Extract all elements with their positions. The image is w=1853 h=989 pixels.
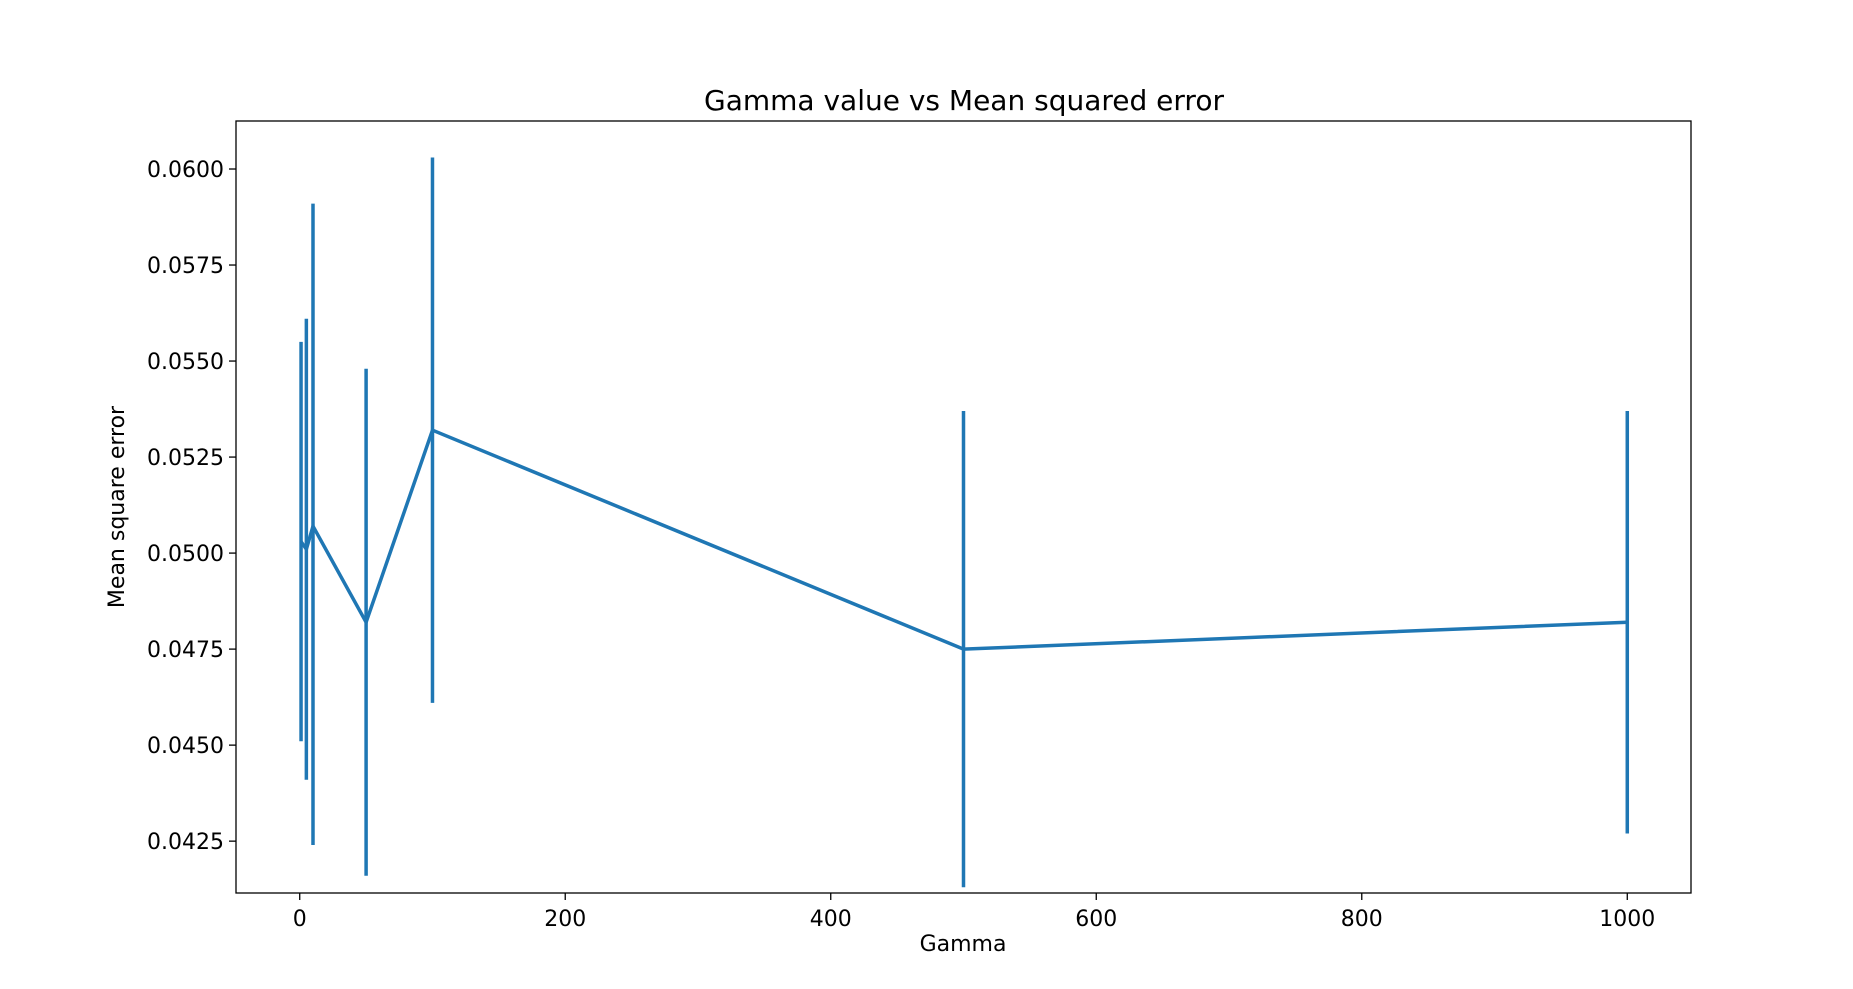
- x-tick-label: 1000: [1599, 907, 1655, 932]
- x-tick-label: 600: [1075, 907, 1117, 932]
- x-axis-title: Gamma: [920, 932, 1007, 957]
- x-axis: 0 200 400 600 800 1000: [293, 893, 1655, 932]
- y-tick-label: 0.0450: [147, 734, 224, 759]
- plot-area: [299, 157, 1630, 888]
- y-tick-label: 0.0575: [147, 254, 224, 279]
- y-tick-label: 0.0500: [147, 542, 224, 567]
- x-tick-label: 400: [810, 907, 852, 932]
- chart-title: Gamma value vs Mean squared error: [704, 84, 1224, 117]
- y-tick-label: 0.0475: [147, 638, 224, 663]
- y-axis: 0.0425 0.0450 0.0475 0.0500 0.0525 0.0550 0.05…: [147, 158, 236, 855]
- y-tick-label: 0.0525: [147, 446, 224, 471]
- plot-frame: [235, 120, 1692, 894]
- y-tick-label: 0.0600: [147, 158, 224, 183]
- x-tick-label: 200: [544, 907, 586, 932]
- y-axis-title: Mean square error: [105, 405, 130, 608]
- y-tick-label: 0.0425: [147, 830, 224, 855]
- x-tick-label: 0: [293, 907, 307, 932]
- y-tick-label: 0.0550: [147, 350, 224, 375]
- x-tick-label: 800: [1341, 907, 1383, 932]
